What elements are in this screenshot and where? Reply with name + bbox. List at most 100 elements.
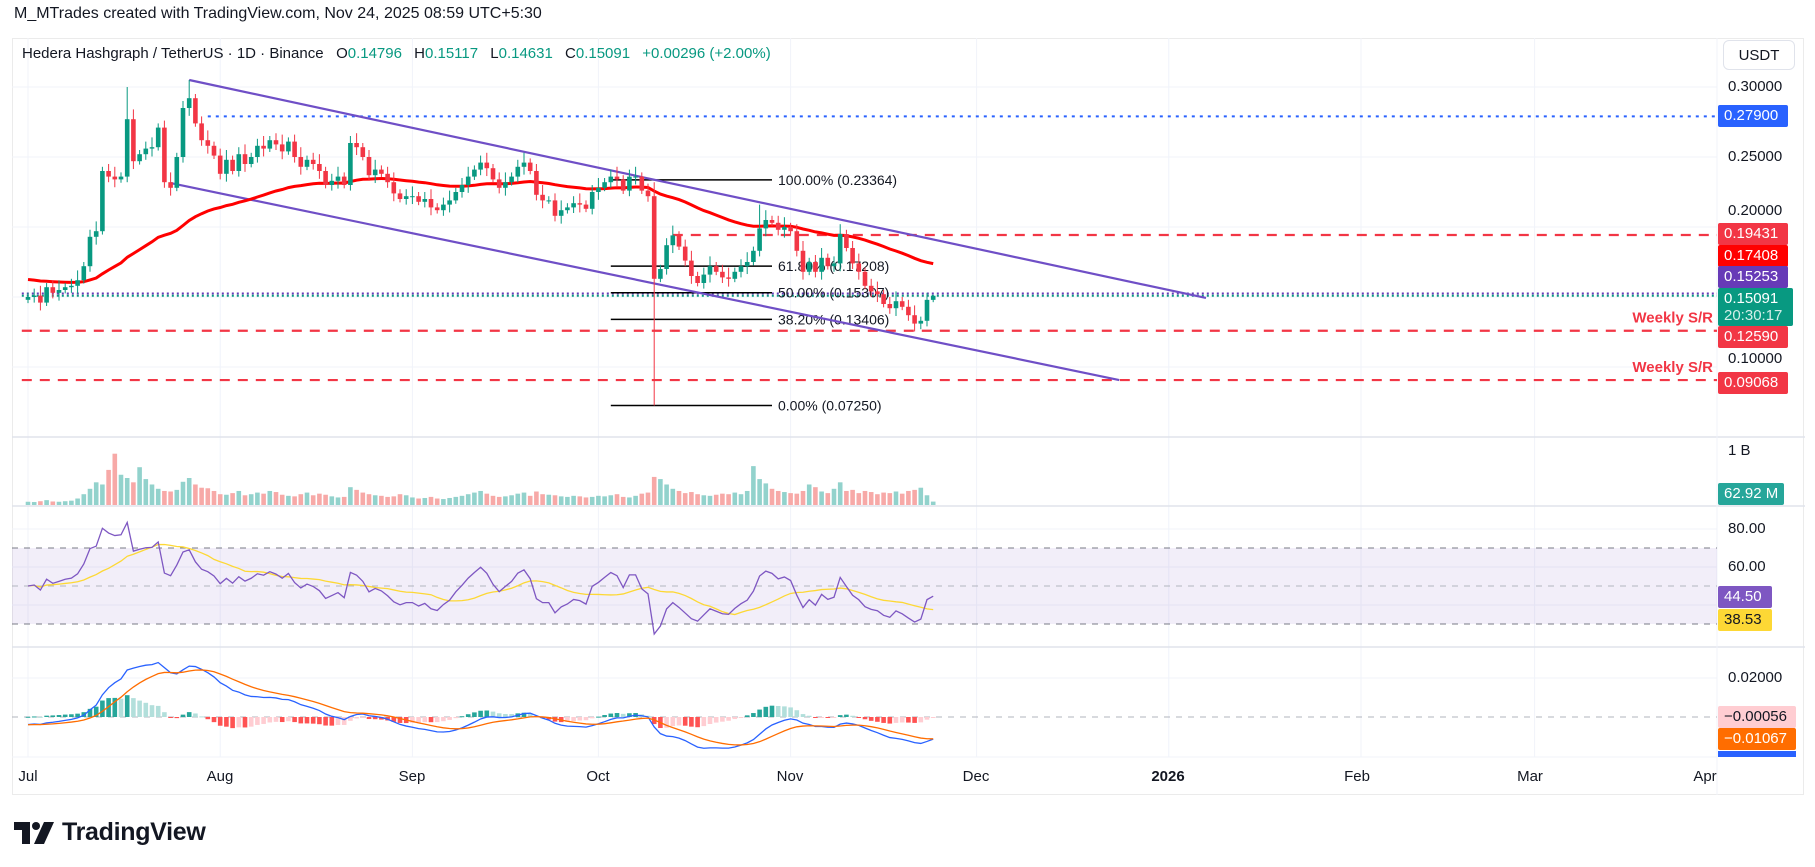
macd-histogram-bar xyxy=(850,715,855,717)
volume-bar xyxy=(602,496,607,505)
volume-bar xyxy=(180,481,186,505)
candle xyxy=(540,185,545,209)
volume-bar xyxy=(924,495,930,505)
volume-bar xyxy=(757,479,762,505)
volume-bar xyxy=(899,493,905,505)
macd-histogram-bar xyxy=(434,717,440,723)
candle-body xyxy=(205,140,211,146)
macd-histogram-bar xyxy=(682,717,688,726)
volume-bar xyxy=(478,490,483,505)
candle-body xyxy=(56,290,62,293)
last-price: 0.15091 xyxy=(1724,290,1779,307)
candle-body xyxy=(137,154,142,162)
candle xyxy=(273,133,279,150)
rsi-line xyxy=(27,520,934,636)
volume-bar xyxy=(713,494,719,505)
tradingview-logo[interactable]: TradingView xyxy=(14,818,206,847)
macd-histogram-bar xyxy=(837,715,843,717)
volume-bar xyxy=(893,491,899,505)
macd-histogram-bar xyxy=(416,717,421,723)
candle xyxy=(881,290,886,308)
macd-histogram-bar xyxy=(707,717,713,724)
candle xyxy=(751,246,756,266)
candle-body xyxy=(707,266,713,275)
volume-bar xyxy=(236,490,242,505)
macd-histogram-bar xyxy=(410,717,415,723)
volume-bar xyxy=(682,493,688,505)
candle-body xyxy=(143,148,149,155)
volume-bar xyxy=(317,493,322,505)
volume-bar xyxy=(490,495,496,505)
volume-bar xyxy=(224,494,229,505)
candle-body xyxy=(341,176,347,185)
volume-bar xyxy=(472,492,477,505)
candle-body xyxy=(416,196,421,202)
candle-body xyxy=(651,196,657,279)
candle-body xyxy=(112,176,118,180)
volume-bar xyxy=(825,493,831,505)
volume-bar xyxy=(441,499,446,505)
candle-body xyxy=(837,234,843,264)
candle-body xyxy=(118,176,124,180)
candle-body xyxy=(447,200,452,205)
candle-body xyxy=(335,176,341,181)
candle xyxy=(131,109,136,170)
candle xyxy=(75,270,80,294)
candle-body xyxy=(521,162,527,167)
candle xyxy=(50,280,56,299)
macd-histogram-bar xyxy=(112,697,118,717)
volume-bar xyxy=(751,466,756,505)
candle xyxy=(211,141,217,159)
volume-bar xyxy=(81,494,87,505)
candle-body xyxy=(930,295,936,300)
candle xyxy=(744,252,750,275)
candle xyxy=(924,292,930,327)
macd-histogram-bar xyxy=(484,710,490,717)
macd-histogram-bar xyxy=(577,717,583,721)
volume-bar xyxy=(255,492,260,505)
candle-body xyxy=(273,140,279,145)
macd-histogram-bar xyxy=(279,717,285,723)
volume-bar xyxy=(552,495,558,505)
volume-bar xyxy=(286,495,291,505)
symbol-title[interactable]: Hedera Hashgraph / TetherUS · 1D · Binan… xyxy=(22,45,324,62)
macd-histogram-bar xyxy=(69,714,74,717)
candle-body xyxy=(527,162,533,171)
macd-histogram-bar xyxy=(546,717,552,720)
macd-histogram-bar xyxy=(193,713,198,717)
candle xyxy=(459,178,465,198)
volume-bar xyxy=(75,498,80,505)
candle xyxy=(732,267,738,283)
candle xyxy=(317,154,322,179)
time-label: Oct xyxy=(586,768,610,785)
candle xyxy=(813,255,818,278)
candle xyxy=(292,134,297,163)
candle xyxy=(503,172,508,196)
volume-bar xyxy=(930,501,936,505)
macd-histogram-bar xyxy=(930,717,936,718)
macd-histogram-bar xyxy=(571,717,576,722)
candle xyxy=(912,305,917,332)
macd-histogram-bar xyxy=(881,717,886,723)
candle xyxy=(670,225,676,254)
candle xyxy=(831,256,837,272)
candle-body xyxy=(310,159,316,164)
candle-body xyxy=(236,154,242,171)
candle-body xyxy=(614,176,620,180)
volume-bar xyxy=(391,496,397,505)
macd-histogram-bar xyxy=(118,698,124,717)
candle-body xyxy=(540,194,545,201)
candle xyxy=(56,280,62,301)
candle xyxy=(124,87,130,183)
volume-bar xyxy=(670,488,676,505)
candle-body xyxy=(862,271,868,286)
candle-body xyxy=(372,169,378,176)
candle xyxy=(701,267,707,289)
candle-body xyxy=(168,182,173,188)
price-tick: 0.30000 xyxy=(1728,78,1783,95)
volume-bar xyxy=(193,484,198,505)
currency-button[interactable]: USDT xyxy=(1723,40,1795,70)
volume-bar xyxy=(744,490,750,505)
macd-histogram-bar xyxy=(496,713,502,717)
